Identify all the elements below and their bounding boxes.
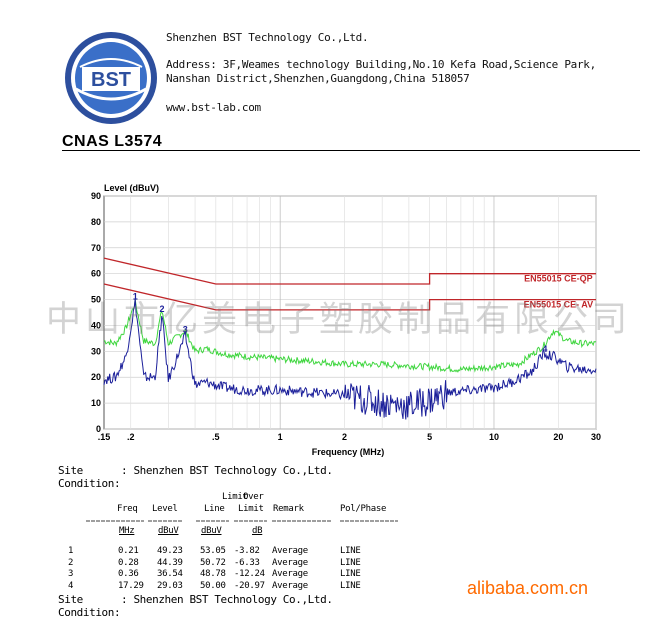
- limit-line: [103, 257, 596, 285]
- y-tick-label: 0: [96, 424, 101, 434]
- limit-label: EN55015 CE-QP: [524, 274, 593, 284]
- row-remark: Average: [272, 546, 308, 556]
- row-level: 44.39: [157, 557, 183, 568]
- row-remark: Average: [272, 557, 308, 568]
- x-tick-label: 1: [278, 432, 283, 442]
- row-no: 4: [68, 580, 74, 591]
- condition-label: Condition:: [58, 477, 121, 490]
- x-tick-label: .2: [127, 432, 135, 442]
- row-no: 3: [68, 569, 74, 579]
- col-polphase: Pol/Phase: [340, 504, 387, 514]
- peak-marker: 1: [133, 292, 138, 302]
- y-tick-label: 70: [91, 243, 101, 253]
- row-over: -12.24: [234, 569, 265, 579]
- data-series-line: [103, 299, 597, 373]
- col-level: Level: [152, 504, 178, 514]
- unit-line: dBuV: [201, 526, 222, 536]
- site2-label: Site: [58, 593, 83, 606]
- y-axis-label: Level (dBuV): [104, 183, 159, 193]
- y-tick-label: 80: [91, 217, 101, 227]
- site2-value: : Shenzhen BST Technology Co.,Ltd.: [121, 593, 333, 606]
- peak-marker: 2: [159, 304, 164, 314]
- condition2-label: Condition:: [58, 606, 121, 619]
- unit-limit: dB: [252, 526, 263, 536]
- row-freq: 17.29: [118, 580, 144, 591]
- row-freq: 0.21: [118, 546, 139, 556]
- row-pol: LINE: [340, 546, 361, 556]
- col-remark: Remark: [273, 504, 304, 514]
- row-no: 1: [68, 546, 74, 556]
- limit-label: EN55015 CE- AV: [524, 300, 594, 310]
- row-remark: Average: [272, 569, 308, 579]
- y-tick-label: 60: [91, 269, 101, 279]
- row-line: 50.00: [200, 580, 226, 591]
- x-tick-label: 2: [342, 432, 347, 442]
- unit-freq: MHz: [119, 526, 135, 536]
- peak-marker: 4: [542, 344, 547, 354]
- row-pol: LINE: [340, 557, 361, 568]
- col-limit-top: Limit: [222, 492, 248, 502]
- x-tick-label: 10: [489, 432, 499, 442]
- header-rules: [86, 520, 398, 522]
- unit-level: dBuV: [158, 526, 179, 536]
- row-no: 2: [68, 557, 74, 568]
- x-tick-label: 5: [427, 432, 432, 442]
- row-level: 36.54: [157, 569, 183, 579]
- col-line: Line: [204, 504, 225, 514]
- row-over: -6.33: [234, 557, 260, 568]
- row-line: 48.78: [200, 569, 226, 579]
- y-tick-label: 30: [91, 346, 101, 356]
- address-line-1: Address: 3F,Weames technology Building,N…: [166, 58, 596, 71]
- row-line: 53.05: [200, 546, 226, 556]
- header-divider: [62, 150, 640, 151]
- col-freq: Freq: [117, 504, 138, 514]
- website: www.bst-lab.com: [166, 101, 261, 114]
- y-tick-label: 40: [91, 320, 101, 330]
- x-axis-label: Frequency (MHz): [312, 447, 385, 457]
- peak-marker: 3: [183, 324, 188, 334]
- x-tick-label: 20: [553, 432, 563, 442]
- alibaba-watermark: alibaba.com.cn: [467, 578, 589, 598]
- data-series-line: [103, 298, 597, 420]
- site-label: Site: [58, 464, 83, 477]
- row-over: -3.82: [234, 546, 260, 556]
- company-name: Shenzhen BST Technology Co.,Ltd.: [166, 31, 369, 44]
- x-tick-label: .5: [212, 432, 220, 442]
- row-freq: 0.28: [118, 557, 139, 568]
- col-limit: Limit: [238, 504, 264, 514]
- cnas-number: CNAS L3574: [62, 133, 163, 150]
- address-line-2: Nanshan District,Shenzhen,Guangdong,Chin…: [166, 72, 470, 85]
- row-level: 29.03: [157, 580, 183, 591]
- y-tick-label: 10: [91, 398, 101, 408]
- x-tick-label: 30: [591, 432, 601, 442]
- bst-logo: BST: [62, 29, 160, 127]
- y-tick-label: 20: [91, 372, 101, 382]
- col-over-top: Over: [243, 492, 264, 502]
- emission-chart: Level (dBuV) Frequency (MHz) EN55015 CE-…: [91, 183, 601, 457]
- svg-text:BST: BST: [91, 69, 131, 91]
- y-tick-label: 90: [91, 191, 101, 201]
- row-remark: Average: [272, 580, 308, 591]
- x-tick-label: .15: [98, 432, 111, 442]
- row-line: 50.72: [200, 557, 226, 568]
- watermark-text: 中山市亿美电子塑胶制品有限公司: [46, 300, 632, 340]
- row-pol: LINE: [340, 580, 361, 591]
- row-over: -20.97: [234, 580, 265, 591]
- limit-line: [103, 283, 596, 311]
- row-pol: LINE: [340, 569, 361, 579]
- y-tick-label: 50: [91, 295, 101, 305]
- site-value: : Shenzhen BST Technology Co.,Ltd.: [121, 464, 333, 477]
- row-freq: 0.36: [118, 569, 139, 579]
- row-level: 49.23: [157, 546, 183, 556]
